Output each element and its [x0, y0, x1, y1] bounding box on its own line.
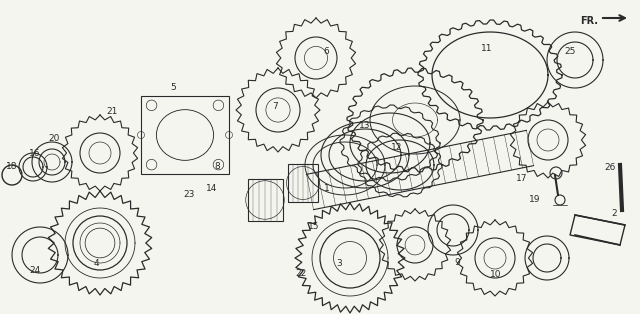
Text: 9: 9 — [455, 258, 460, 267]
Text: 25: 25 — [564, 47, 575, 56]
Text: 23: 23 — [183, 190, 195, 199]
Text: 5: 5 — [170, 84, 175, 92]
Text: 1: 1 — [324, 184, 329, 193]
Text: 3: 3 — [337, 259, 342, 268]
Text: 22: 22 — [295, 269, 307, 278]
Text: 13: 13 — [359, 121, 371, 130]
Text: 15: 15 — [308, 222, 319, 230]
Text: 2: 2 — [612, 209, 617, 218]
Text: 8: 8 — [215, 162, 220, 171]
Text: 14: 14 — [205, 184, 217, 193]
Text: 17: 17 — [516, 175, 527, 183]
Text: 6: 6 — [324, 47, 329, 56]
Text: 10: 10 — [490, 270, 502, 279]
Text: 4: 4 — [93, 259, 99, 268]
Text: 11: 11 — [481, 44, 492, 53]
Text: 12: 12 — [391, 143, 403, 152]
Text: 18: 18 — [6, 162, 17, 171]
Text: 26: 26 — [604, 164, 616, 172]
Text: 24: 24 — [29, 266, 41, 274]
Text: 21: 21 — [106, 107, 118, 116]
Text: 16: 16 — [29, 149, 41, 158]
Text: FR.: FR. — [580, 16, 598, 26]
Bar — [288, 164, 318, 202]
Text: 20: 20 — [49, 134, 60, 143]
Text: 7: 7 — [273, 102, 278, 111]
Bar — [141, 96, 229, 174]
Text: 19: 19 — [529, 195, 540, 204]
Bar — [248, 179, 282, 221]
